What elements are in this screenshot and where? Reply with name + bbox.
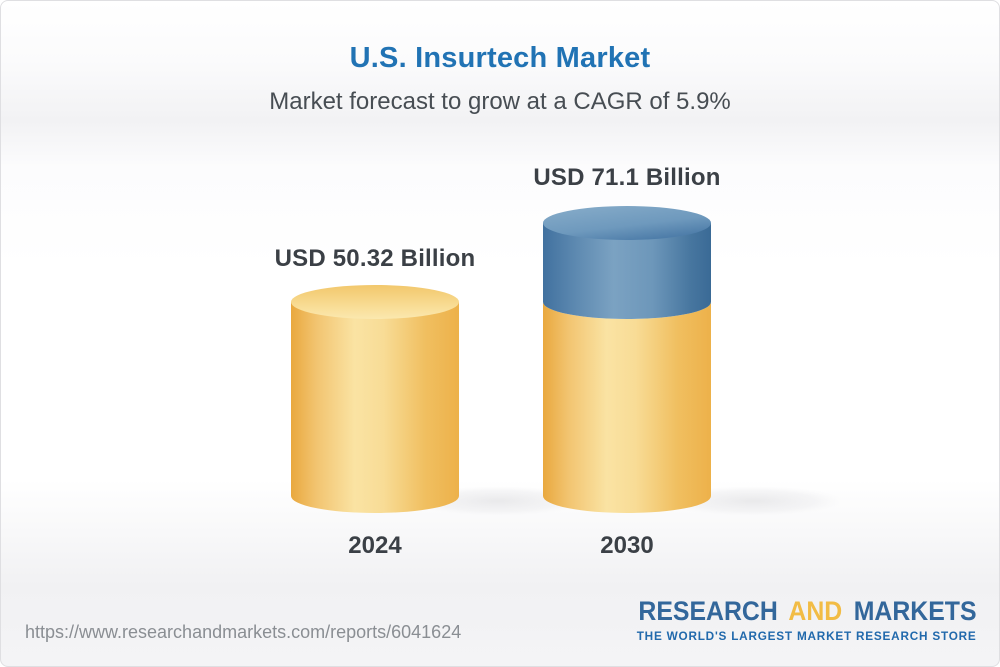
cylinder-2024-body — [291, 302, 459, 513]
logo-word-markets: MARKETS — [854, 596, 977, 626]
category-label-2030: 2030 — [600, 532, 654, 559]
logo-wordmark: RESEARCH AND MARKETS — [639, 598, 977, 625]
report-url: https://www.researchandmarkets.com/repor… — [25, 622, 462, 642]
cylinder-2024-top — [291, 285, 459, 319]
cylinder-2030-growth-body — [543, 223, 711, 319]
logo-tagline: THE WORLD'S LARGEST MARKET RESEARCH STOR… — [637, 629, 977, 643]
logo-word-research: RESEARCH — [638, 596, 779, 626]
cylinder-2024 — [291, 285, 459, 513]
research-and-markets-logo: RESEARCH AND MARKETS THE WORLD'S LARGEST… — [609, 598, 977, 644]
chart-subtitle: Market forecast to grow at a CAGR of 5.9… — [269, 88, 731, 115]
category-label-2024: 2024 — [348, 532, 402, 559]
chart-title: U.S. Insurtech Market — [349, 42, 651, 74]
cylinder-2030 — [543, 206, 711, 513]
logo-word-and: AND — [788, 596, 843, 626]
value-label-2030: USD 71.1 Billion — [533, 164, 721, 191]
value-label-2024: USD 50.32 Billion — [274, 245, 476, 272]
cylinder-2030-base-body — [543, 302, 711, 513]
cylinder-2030-top — [543, 206, 711, 240]
